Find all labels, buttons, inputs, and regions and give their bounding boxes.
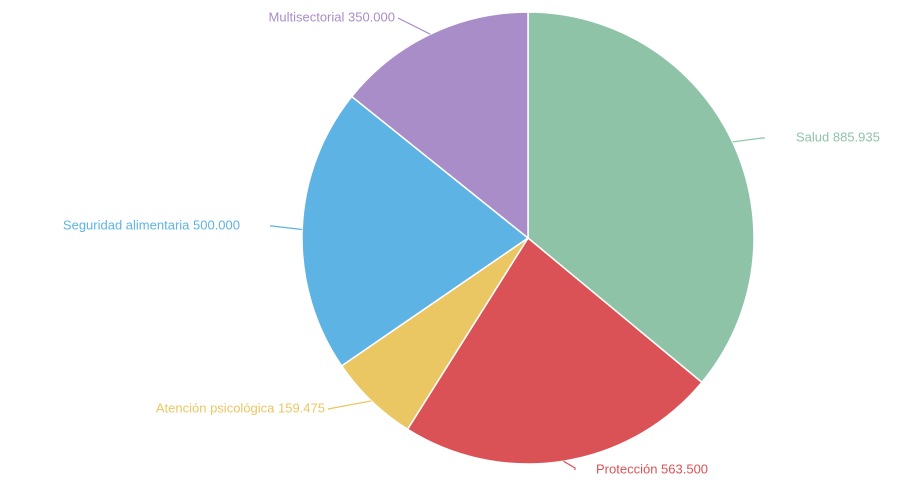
leader-line-multisectorial	[397, 17, 431, 35]
pie-slice-salud	[527, 11, 755, 384]
leader-line-salud	[732, 137, 765, 143]
pie-slice-proteccion	[406, 236, 703, 465]
leader-line-atencion-psicologica	[327, 400, 372, 410]
labels-layer: Salud 885.935 Protección 563.500 Atención …	[63, 9, 880, 476]
pie-slice-multisectorial	[350, 11, 529, 240]
leader-lines-layer	[270, 17, 765, 470]
pie-slice-seguridad-alimentaria	[301, 95, 530, 367]
slice-label-multisectorial: Multisectorial 350.000	[269, 9, 395, 24]
slice-label-proteccion: Protección 563.500	[596, 461, 708, 476]
leader-line-seguridad-alimentaria	[270, 225, 303, 231]
leader-line-proteccion	[563, 460, 576, 470]
slice-label-atencion-psicologica: Atención psicológica 159.475	[156, 400, 325, 415]
slice-label-seguridad-alimentaria: Seguridad alimentaria 500.000	[63, 217, 240, 232]
slices-layer	[301, 11, 755, 465]
slice-label-salud: Salud 885.935	[796, 129, 880, 144]
